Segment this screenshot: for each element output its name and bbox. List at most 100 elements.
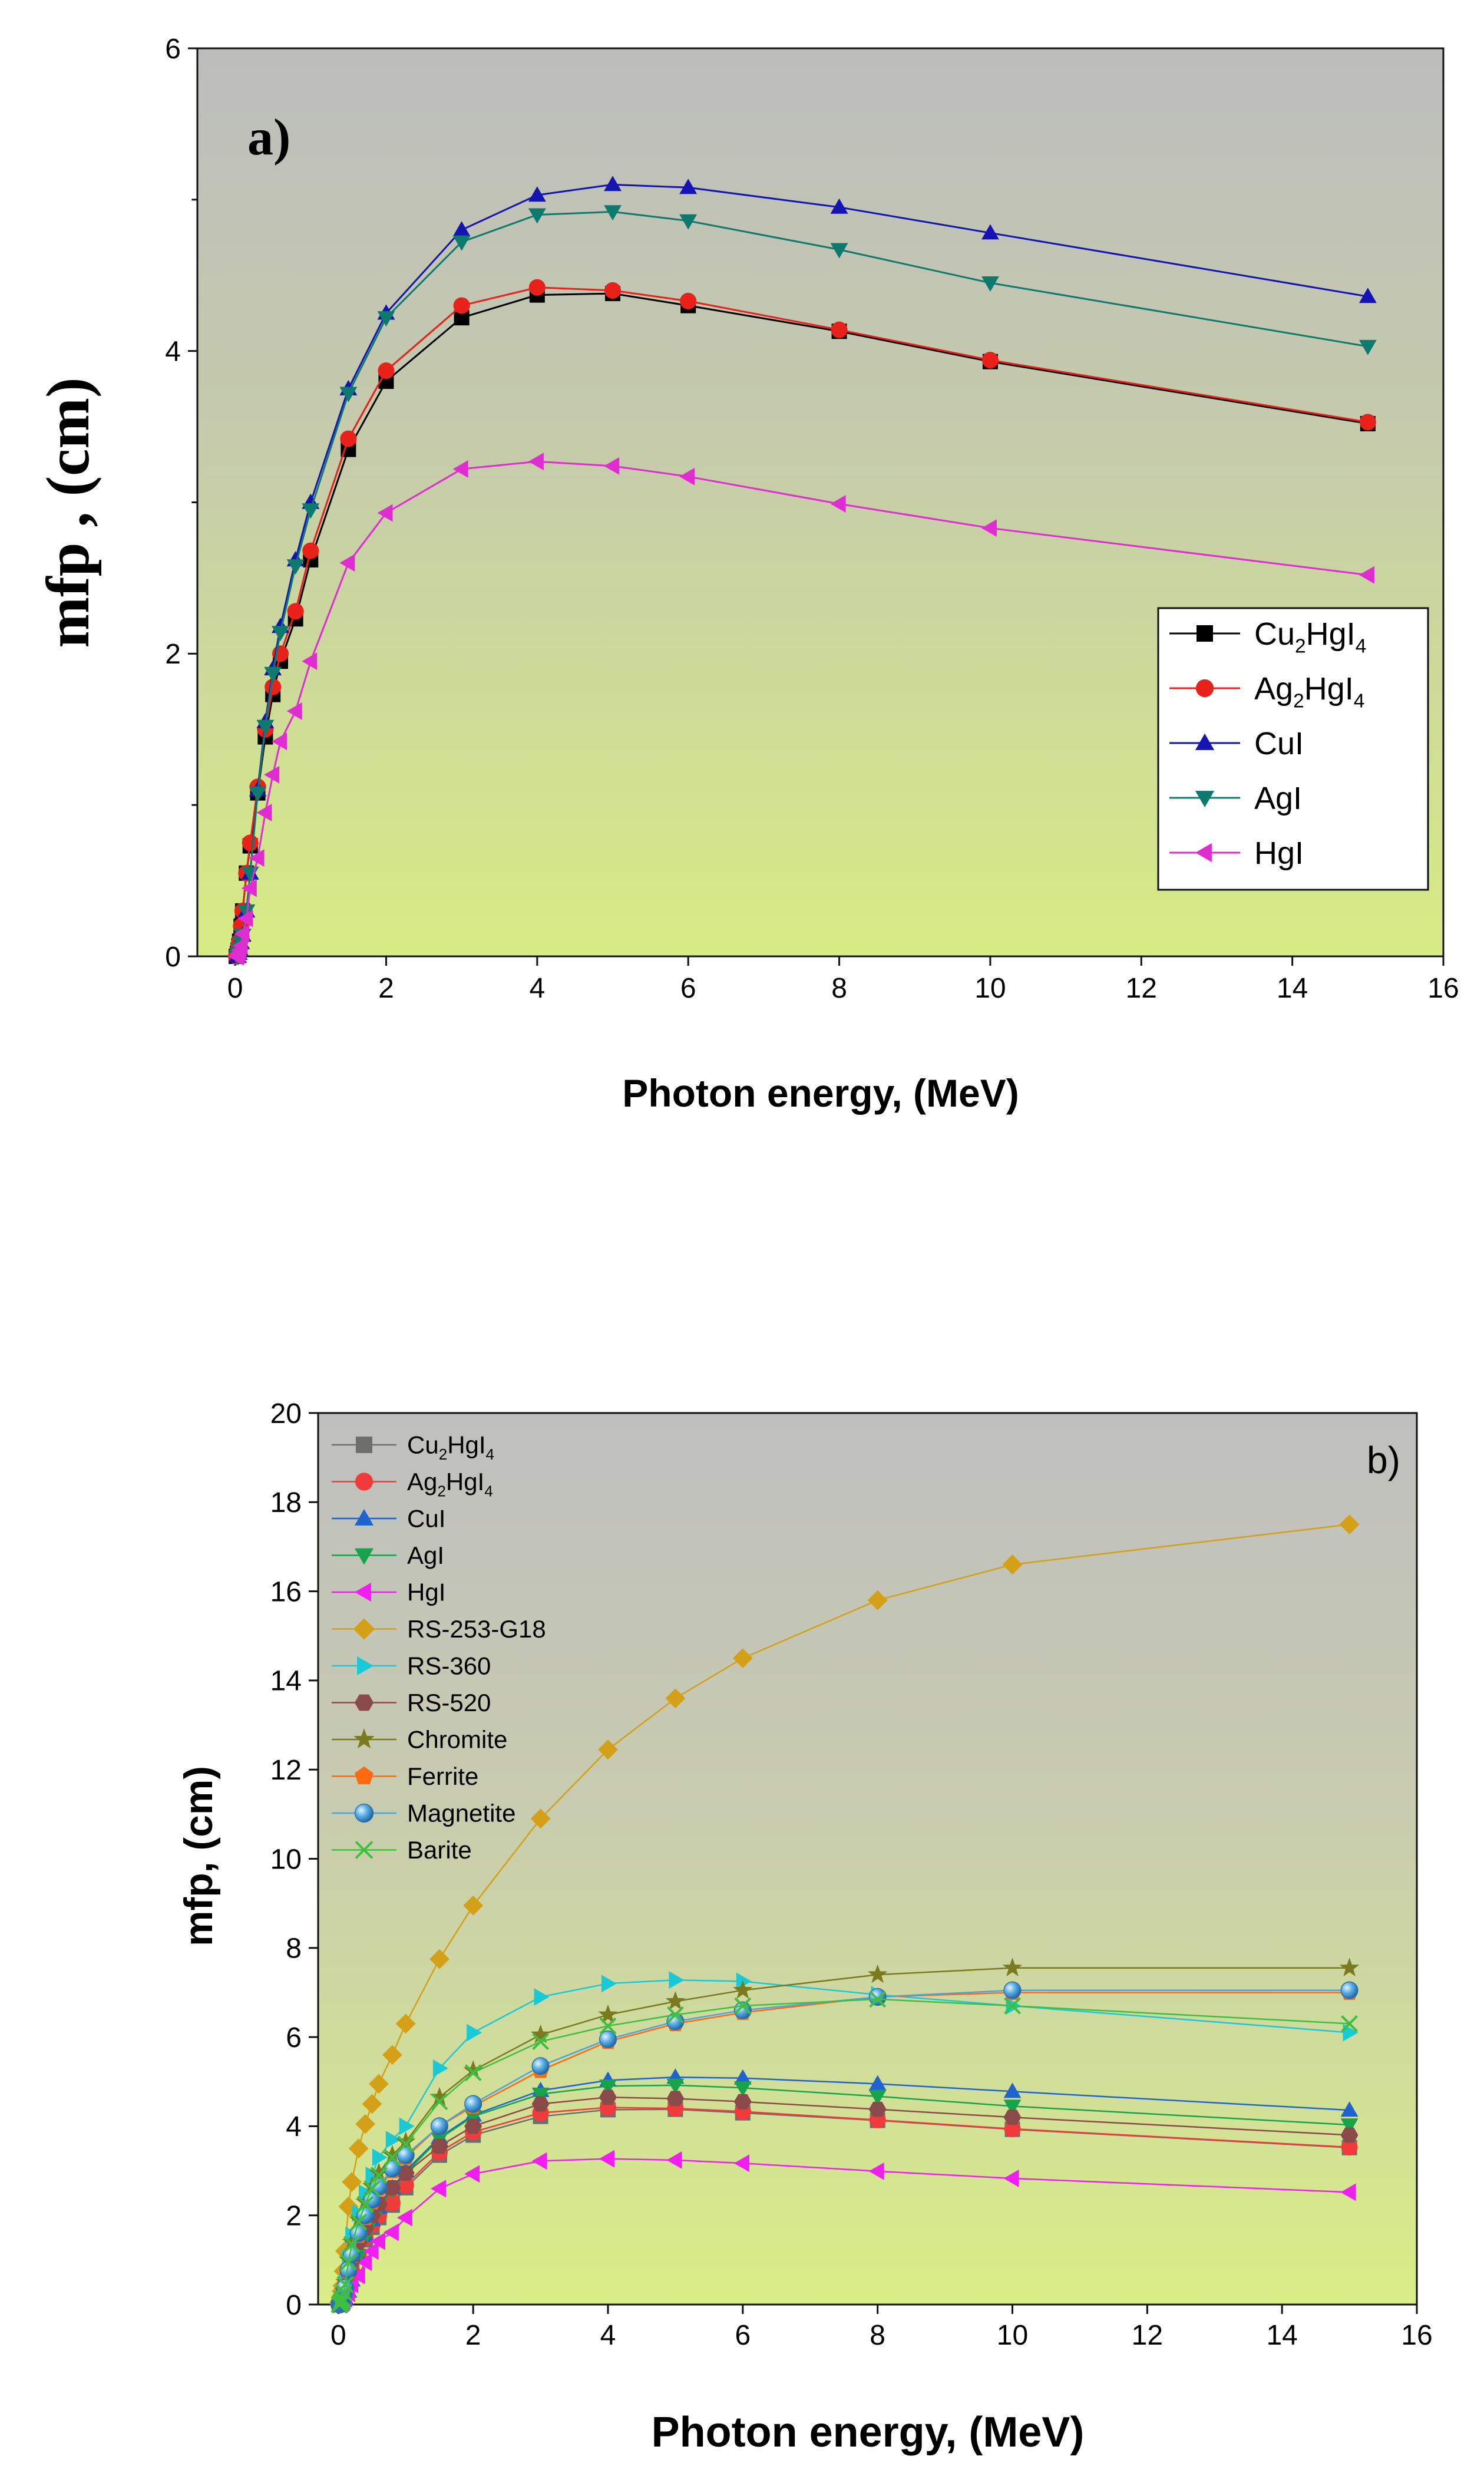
panel-b-data-point [1341, 2015, 1359, 2032]
panel-a-data-point [981, 352, 999, 369]
panel-b-data-point [1003, 2109, 1022, 2125]
panel-b-data-point [669, 1971, 685, 1989]
panel-a-legend-item: CuI [1169, 726, 1304, 761]
panel-b-data-point [463, 1896, 484, 1916]
panel-a-legend-item: HgI [1169, 836, 1304, 871]
panel-b-data-point [336, 2276, 354, 2293]
panel-b-data-point [397, 2177, 414, 2194]
panel-a-data-point [1359, 288, 1377, 303]
panel-b-x-tick-label: 6 [735, 2320, 751, 2351]
panel-b-legend-item: Cu2​HgI4​ [332, 1431, 494, 1463]
panel-b-data-point [733, 2154, 749, 2173]
panel-b-data-point [431, 2138, 448, 2154]
panel-a-data-point [680, 292, 697, 309]
panel-b-data-point [372, 2148, 388, 2167]
panel-a-label: a) [247, 109, 290, 166]
panel-b-data-point [431, 2180, 446, 2198]
panel-b-data-point [396, 2146, 415, 2164]
panel-b-data-point [599, 2089, 617, 2105]
panel-b-data-point [666, 2006, 684, 2023]
panel-b-legend-label: Ag2​HgI4​ [407, 1468, 493, 1500]
panel-b-ticks: 0 2 4 6 8 10 12 14 16 0 2 4 6 8 10 12 14 16 18 20 [270, 1398, 1433, 2351]
panel-a-data-point [452, 235, 471, 251]
panel-b-data-point [362, 2094, 382, 2114]
panel-b-y-tick-label: 12 [270, 1755, 302, 1786]
panel-a-data-point [264, 666, 282, 682]
panel-b-data-point [363, 2242, 379, 2260]
panel-b-data-point [463, 2060, 483, 2079]
panel-a-y-tick-label: 0 [165, 942, 181, 973]
panel-a-data-point [265, 678, 282, 695]
panel-b-data-point [869, 1990, 887, 2008]
panel-a-data-point [286, 559, 305, 575]
panel-b-data-point [432, 2059, 448, 2077]
panel-b-data-point [464, 2118, 482, 2134]
panel-b-y-tick-label: 20 [270, 1398, 302, 1430]
panel-b-legend-marker [357, 1656, 374, 1676]
panel-b-legend-item: RS-360 [332, 1652, 491, 1680]
panel-a-data-point [302, 503, 320, 519]
panel-a-legend-label: HgI [1254, 836, 1304, 871]
panel-b-legend-label: AgI [407, 1541, 444, 1569]
panel-b-data-point [868, 2162, 884, 2180]
panel-a-x-tick-label: 4 [529, 973, 545, 1004]
panel-a-data-point [302, 652, 318, 671]
panel-b-data-point [395, 2013, 416, 2034]
panel-b-legend-marker [354, 1508, 374, 1526]
panel-a-data-point [256, 804, 272, 821]
panel-b: 0 2 4 6 8 10 12 14 16 0 2 4 6 8 10 12 14 16 18 20 b) Photon… [176, 1398, 1433, 2456]
panel-b-data-point [363, 2180, 381, 2197]
panel-a-data-point [528, 279, 546, 296]
panel-a-data-point [241, 879, 257, 897]
panel-b-legend-item: Barite [332, 1836, 472, 1864]
panel-b-legend-item: CuI [332, 1505, 445, 1533]
panel-a-data-point [452, 460, 468, 478]
panel-b-data-point [464, 2095, 482, 2113]
panel-b-y-tick-label: 16 [270, 1576, 302, 1607]
panel-b-data-point [343, 2236, 361, 2253]
panel-a-legend-marker [1195, 733, 1215, 750]
panel-b-data-point [530, 1808, 551, 1829]
panel-b-plot-background [317, 1412, 1418, 2306]
panel-a-data-point [604, 176, 622, 192]
panel-b-data-point [868, 1988, 887, 2006]
panel-b-label: b) [1367, 1439, 1400, 1481]
panel-a-data-point [528, 453, 544, 471]
panel-b-legend-marker [353, 1728, 375, 1749]
panel-a-data-point [604, 282, 622, 299]
panel-a-data-point [1359, 566, 1374, 584]
panel-b-data-point [732, 1648, 753, 1668]
panel-a-data-point [831, 321, 848, 338]
panel-b-data-point [599, 2017, 617, 2035]
panel-a-data-point [528, 186, 546, 202]
panel-b-data-point [601, 1975, 617, 1993]
panel-b-data-point [355, 2114, 375, 2134]
panel-b-data-point [666, 2078, 685, 2094]
panel-b-x-tick-label: 0 [330, 2320, 346, 2351]
panel-b-legend-marker [355, 1841, 374, 1859]
panel-b-data-point [665, 1688, 686, 1709]
panel-b-data-point [867, 1590, 888, 1610]
panel-b-data-point [342, 2231, 362, 2251]
panel-a-data-point [1359, 339, 1377, 355]
panel-b-x-tick-label: 2 [465, 2320, 481, 2351]
panel-a-data-point [830, 243, 848, 259]
panel-b-data-point [666, 2091, 685, 2107]
panel-b-data-point [534, 1988, 550, 2006]
panel-a-legend-marker [1195, 791, 1215, 808]
panel-b-y-tick-label: 2 [286, 2201, 302, 2232]
panel-b-data-point [384, 2194, 401, 2211]
panel-b-data-point [429, 2087, 450, 2106]
panel-a-y-tick-label: 2 [165, 639, 181, 670]
panel-b-data-point [599, 2079, 617, 2095]
panel-b-data-point [1339, 1957, 1360, 1976]
panel-b-data-point [531, 2096, 550, 2112]
panel-b-data-point [1341, 2138, 1358, 2155]
panel-b-data-point [370, 2232, 385, 2250]
panel-b-legend-item: Chromite [332, 1726, 507, 1754]
panel-a-data-point [339, 554, 355, 572]
panel-a-data-point [234, 925, 249, 943]
panel-b-series [329, 1514, 1360, 2314]
panel-b-data-point [369, 2163, 389, 2181]
panel-a-x-tick-label: 0 [227, 973, 243, 1004]
